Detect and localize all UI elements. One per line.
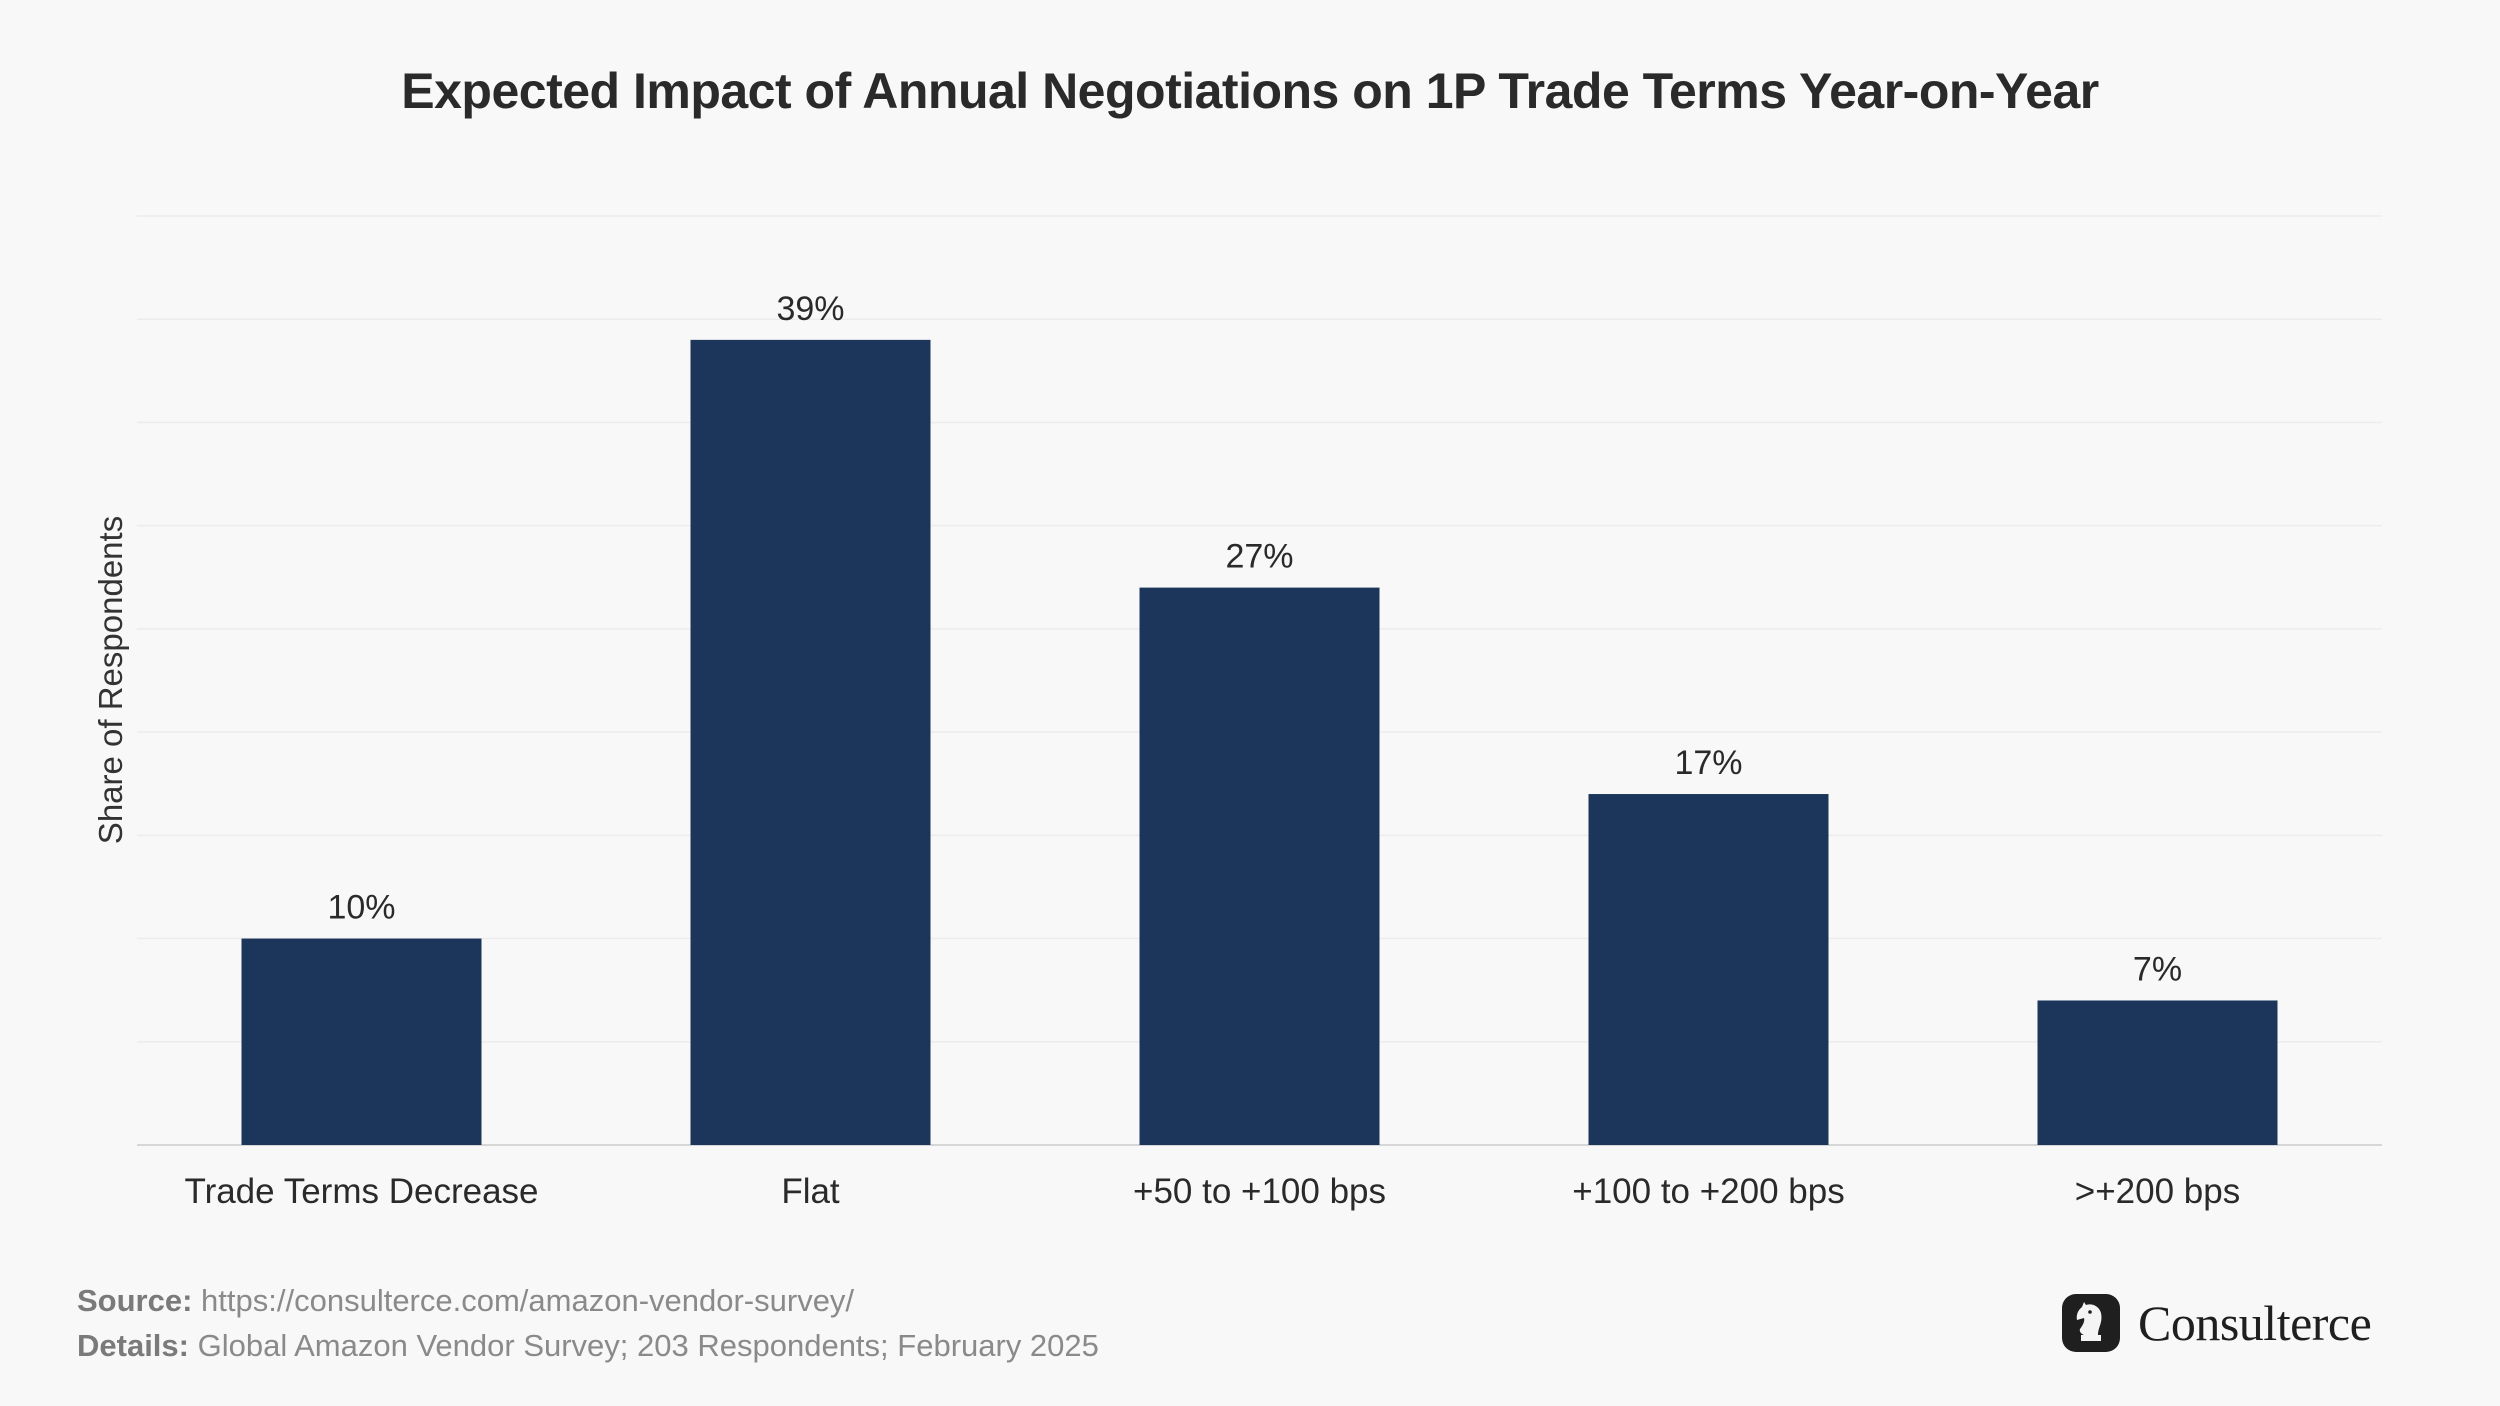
bar-4 [2037,1000,2278,1145]
value-label-2: 27% [1225,538,1293,576]
details-label: Details: [77,1328,189,1363]
x-tick-label-0: Trade Terms Decrease [184,1172,538,1211]
source-label: Source: [77,1283,193,1318]
x-tick-label-1: Flat [781,1172,840,1211]
brand-name: Consulterce [2138,1295,2372,1351]
x-tick-label-4: >+200 bps [2075,1172,2240,1211]
value-label-4: 7% [2133,950,2182,988]
y-axis-label: Share of Respondents [92,516,129,844]
details-text: Global Amazon Vendor Survey; 203 Respond… [197,1328,1099,1363]
x-tick-labels: Trade Terms Decrease Flat +50 to +100 bps +… [184,1172,2240,1211]
bar-3 [1588,794,1829,1145]
value-label-3: 17% [1674,744,1742,782]
source-line: Source: https://consulterce.com/amazon-v… [77,1283,854,1319]
bar-2 [1139,587,1380,1145]
value-label-0: 10% [327,889,395,927]
source-link[interactable]: https://consulterce.com/amazon-vendor-su… [201,1283,855,1318]
x-tick-label-3: +100 to +200 bps [1572,1172,1844,1211]
brand-logo: Consulterce [2062,1290,2372,1356]
bars [241,339,2278,1145]
bar-0 [241,938,482,1145]
x-tick-label-2: +50 to +100 bps [1133,1172,1386,1211]
knight-chess-icon [2062,1294,2120,1352]
value-label-1: 39% [776,290,844,328]
value-labels: 10% 39% 27% 17% 7% [327,290,2182,989]
chart-title: Expected Impact of Annual Negotiations o… [401,63,2099,119]
bar-1 [690,339,931,1145]
bar-chart: 10% 39% 27% 17% 7% Trade Terms Decrease Flat +… [92,215,2382,1211]
details-line: Details: Global Amazon Vendor Survey; 20… [77,1328,1099,1364]
